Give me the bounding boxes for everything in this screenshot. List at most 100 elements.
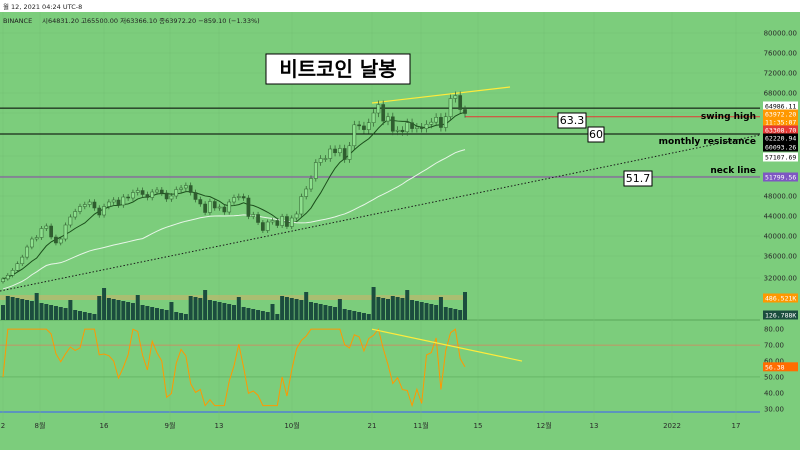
price-tag-bg	[763, 125, 798, 135]
volume-bar	[102, 288, 107, 320]
candle-body	[251, 214, 256, 217]
rsi-tag: 56.38	[765, 363, 785, 371]
candle-body	[198, 199, 203, 205]
volume-tag-bg	[763, 293, 798, 303]
neck-line-label: neck line	[710, 166, 756, 176]
candle-body	[294, 213, 299, 219]
candle-body	[357, 124, 361, 127]
candle-body	[121, 196, 126, 206]
candle-body	[352, 124, 357, 147]
volume-bar	[318, 304, 323, 320]
candle-body	[188, 185, 193, 193]
price-tag: 63308.70	[765, 127, 796, 135]
candle-body	[390, 116, 395, 132]
price-tick-label: 32000.00	[764, 275, 797, 283]
volume-bar	[106, 298, 111, 320]
rsi-line	[2, 328, 466, 408]
candle-body	[68, 216, 73, 226]
title-box	[265, 53, 411, 85]
candle-body	[116, 199, 121, 206]
candle-body	[1, 278, 5, 283]
volume-bar	[395, 297, 400, 320]
volume-bar	[203, 290, 208, 320]
candle-body	[193, 192, 198, 200]
candle-body	[39, 228, 44, 238]
candle-body	[184, 185, 188, 189]
candle-body	[410, 122, 414, 129]
candle-body	[203, 203, 207, 213]
volume-bar	[126, 302, 131, 320]
annotation-60: 60	[589, 128, 603, 141]
candle-body	[376, 104, 381, 114]
candle-body	[140, 190, 145, 195]
volume-bar	[222, 303, 227, 320]
candle-body	[159, 189, 164, 194]
volume-bar	[309, 302, 313, 320]
price-tick-label: 76000.00	[764, 50, 797, 58]
volume-bar	[20, 299, 25, 320]
volume-bar	[68, 300, 73, 320]
rsi-tick-label: 30.00	[764, 405, 784, 413]
volume-bar	[361, 313, 366, 320]
volume-bar	[232, 305, 236, 320]
volume-bar	[44, 304, 49, 320]
volume-bar	[410, 300, 415, 320]
volume-bar	[294, 299, 299, 320]
volume-bar	[448, 308, 453, 320]
volume-bar	[458, 310, 463, 320]
time-tick-label: 13	[590, 422, 599, 430]
price-tag: 60093.26	[765, 144, 796, 152]
volume-bar	[25, 300, 30, 320]
candle-body	[261, 222, 265, 231]
volume-bar	[179, 313, 184, 320]
volume-bar	[299, 300, 304, 320]
volume-bar	[29, 301, 34, 320]
volume-bar	[145, 306, 150, 320]
price-axis-background	[760, 12, 800, 420]
candle-body	[362, 125, 366, 130]
candle-body	[347, 145, 352, 160]
candle-body	[208, 201, 212, 213]
volume-bar	[289, 298, 294, 320]
candle-body	[44, 225, 49, 229]
volume-bar	[304, 292, 309, 320]
price-tick-label: 36000.00	[764, 253, 797, 261]
axis-layer: 80000.0076000.0072000.0068000.0064000.00…	[1, 30, 797, 431]
volume-bar	[357, 312, 362, 320]
volume-bar	[438, 297, 443, 320]
annotation-box-60	[587, 126, 605, 143]
candle-body	[107, 201, 111, 207]
annotation-box-51	[623, 170, 653, 187]
time-tick-label: 2022	[663, 422, 681, 430]
candle-body	[49, 225, 53, 238]
swing-high-label: swing high	[701, 112, 756, 122]
price-tag-bg	[763, 152, 798, 162]
candle-body	[338, 148, 342, 154]
volume-bar	[188, 296, 193, 320]
volume-bar	[150, 307, 155, 320]
candle-body	[448, 98, 453, 118]
candle-body	[443, 116, 448, 128]
candle-body	[25, 246, 29, 258]
volume-bar	[275, 314, 280, 320]
candle-body	[58, 238, 63, 244]
monthly-resistance-label: monthly resistance	[659, 137, 756, 147]
candle-body	[463, 109, 467, 114]
volume-tag-bg	[763, 310, 798, 320]
price-tick-label: 44000.00	[764, 213, 797, 221]
candle-body	[424, 124, 429, 129]
header-exchange: BINANCE	[3, 17, 32, 25]
candle-body	[280, 216, 284, 226]
candle-body	[299, 196, 304, 215]
candle-body	[333, 148, 337, 154]
time-tick-label: 11월	[413, 421, 428, 430]
candle-body	[415, 126, 419, 129]
volume-bar	[270, 304, 275, 320]
candle-body	[241, 196, 246, 199]
candle-body	[439, 117, 443, 128]
volume-bar	[169, 302, 174, 320]
volume-bar	[463, 292, 467, 320]
candle-body	[20, 256, 25, 264]
volume-bar	[198, 298, 203, 320]
